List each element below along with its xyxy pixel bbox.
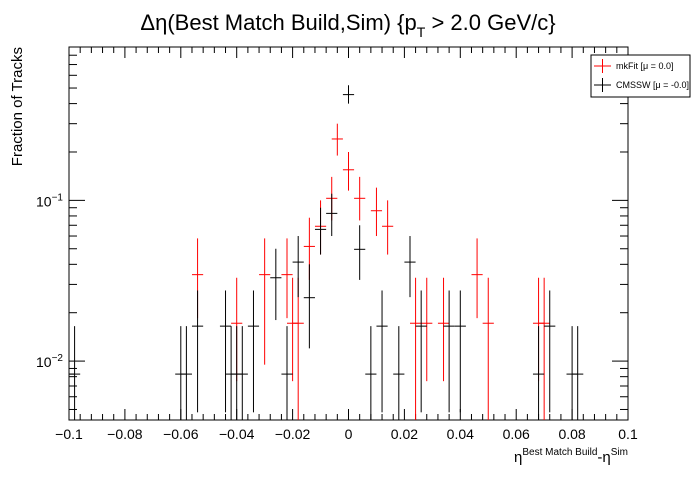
x-tick-label: −0.08 xyxy=(107,426,143,442)
x-tick-label: −0.02 xyxy=(275,426,311,442)
data-point xyxy=(342,151,355,191)
data-point xyxy=(471,238,483,319)
data-point xyxy=(376,290,388,413)
data-point xyxy=(326,193,338,237)
data-point xyxy=(314,207,327,255)
chart-title-main: Δη(Best Match Build,Sim) {p xyxy=(140,10,416,35)
data-point xyxy=(404,236,416,298)
series-layer xyxy=(68,85,584,420)
chart-title: Δη(Best Match Build,Sim) {pT > 2.0 GeV/c… xyxy=(140,10,555,40)
series-cmssw xyxy=(68,85,584,420)
data-point xyxy=(421,277,433,382)
data-point xyxy=(247,290,260,413)
data-point xyxy=(365,326,377,420)
x-axis-title-mid: -η xyxy=(597,449,610,466)
y-axis-title: Fraction of Tracks xyxy=(9,47,26,166)
data-point xyxy=(370,187,383,237)
data-point xyxy=(180,326,192,420)
y-tick-label: 10−1 xyxy=(36,192,63,209)
x-tick-label: 0 xyxy=(345,426,353,442)
x-axis-title-sup1: Best Match Build xyxy=(522,447,597,458)
x-axis-title: ηBest Match Build-ηSim xyxy=(514,447,628,466)
data-point xyxy=(437,277,450,382)
data-point xyxy=(566,326,578,420)
x-axis-title-eta1: η xyxy=(514,449,522,466)
data-point xyxy=(454,290,466,413)
y-tick-label-base: 10 xyxy=(36,354,52,370)
x-axis-title-sup2: Sim xyxy=(611,447,628,458)
data-point xyxy=(68,326,75,420)
data-point xyxy=(69,326,81,420)
data-point xyxy=(281,238,293,319)
x-tick-label: 0.06 xyxy=(503,426,530,442)
data-point xyxy=(281,326,293,420)
x-tick-label: 0.08 xyxy=(558,426,585,442)
chart-title-subscript: T xyxy=(417,24,426,40)
legend-entry-mkfit: mkFit [μ = 0.0] xyxy=(594,59,673,73)
y-tick-label-exponent: −2 xyxy=(52,353,64,364)
x-tick-label: 0.1 xyxy=(618,426,638,442)
x-tick-label: 0.02 xyxy=(391,426,418,442)
data-point xyxy=(231,326,243,420)
data-point xyxy=(191,290,204,413)
data-point xyxy=(303,264,315,349)
legend: mkFit [μ = 0.0] CMSSW [μ = -0.0] xyxy=(590,54,691,98)
data-point xyxy=(287,277,299,382)
y-tick-label-exponent: −1 xyxy=(52,192,64,203)
legend-entry-cmssw: CMSSW [μ = -0.0] xyxy=(594,78,689,92)
x-tick-label: −0.1 xyxy=(55,426,83,442)
data-point xyxy=(482,277,494,420)
y-tick-label-base: 10 xyxy=(36,193,52,209)
legend-box xyxy=(590,54,691,98)
x-tick-label: 0.04 xyxy=(447,426,474,442)
legend-label: mkFit [μ = 0.0] xyxy=(616,61,673,71)
data-point xyxy=(443,290,455,413)
data-point xyxy=(292,236,304,298)
data-point xyxy=(572,326,584,420)
data-point xyxy=(331,123,343,156)
chart-title-tail: > 2.0 GeV/c} xyxy=(425,10,555,35)
y-tick-label: 10−2 xyxy=(36,353,63,370)
data-point xyxy=(236,326,248,420)
data-point xyxy=(538,277,550,420)
data-point xyxy=(393,326,405,420)
data-point xyxy=(270,248,282,321)
data-point xyxy=(342,85,355,104)
data-point xyxy=(175,326,187,420)
data-point xyxy=(409,277,422,420)
x-tick-label: −0.06 xyxy=(163,426,199,442)
data-point xyxy=(225,326,237,420)
data-point xyxy=(259,238,271,365)
data-point xyxy=(354,176,366,221)
data-point xyxy=(532,326,545,420)
data-point xyxy=(292,277,304,420)
legend-label: CMSSW [μ = -0.0] xyxy=(616,80,689,90)
data-point xyxy=(354,225,366,280)
data-point xyxy=(219,290,232,413)
x-axis-ticks: −0.1 −0.08 −0.06 −0.04 −0.02 0 0.02 0.04 0.06 0.0… xyxy=(55,47,638,442)
data-point xyxy=(544,290,556,413)
data-point xyxy=(382,200,394,255)
data-point xyxy=(415,290,427,413)
x-tick-label: −0.04 xyxy=(219,426,255,442)
